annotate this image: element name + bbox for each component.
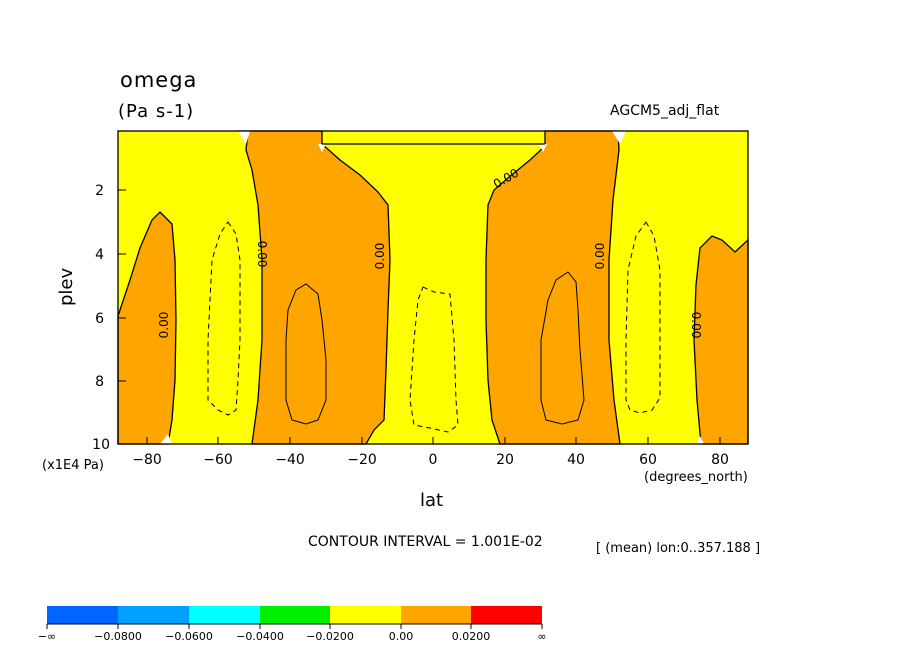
region-positive-southern-mid [238,130,391,445]
colorbar-swatch [471,606,542,624]
colorbar-label: −0.0400 [236,630,284,643]
x-tick-labels: −80 −60 −40 −20 0 20 40 60 80 [132,452,729,468]
chart-units: (Pa s-1) [118,101,195,122]
chart-title: omega [120,68,198,92]
contour-interval-note: CONTOUR INTERVAL = 1.001E-02 [308,534,543,550]
contour-label: 0.00 [255,241,269,268]
gap-bottom-left [160,434,172,444]
y-tick-label: 4 [95,247,104,263]
colorbar-swatch [330,606,401,624]
y-tick-labels: 2 4 6 8 10 [92,183,110,453]
y-axis-unit: (x1E4 Pa) [42,458,104,473]
colorbar: −∞ −0.0800 −0.0600 −0.0400 −0.0200 0.00 … [38,606,547,643]
colorbar-label: −∞ [38,630,56,643]
x-tick-label: −40 [275,452,305,468]
contour-label: 0.00 [373,243,387,270]
contour-dashed-southern [207,221,241,416]
colorbar-label: 0.00 [389,630,414,643]
y-tick-label: 2 [95,183,104,199]
colorbar-swatch [118,606,189,624]
x-tick-label: 20 [496,452,514,468]
colorbar-label: 0.0200 [452,630,491,643]
colorbar-swatch [401,606,471,624]
region-positive-far-south [117,211,177,445]
x-axis-label: lat [420,490,444,511]
x-tick-label: 0 [429,452,438,468]
colorbar-swatch [189,606,260,624]
y-tick-label: 8 [95,374,104,390]
model-name: AGCM5_adj_flat [610,103,720,119]
colorbar-label: −0.0800 [94,630,142,643]
colorbar-label: ∞ [537,630,546,643]
region-positive-far-north [693,235,749,445]
contour-solid-northern [540,271,585,425]
x-tick-label: −80 [132,452,162,468]
y-tick-label: 10 [92,437,110,453]
colorbar-swatch [47,606,118,624]
contour-label: 0.00 [689,312,703,339]
colorbar-swatch [260,606,330,624]
x-tick-label: −60 [203,452,233,468]
x-axis-unit: (degrees_north) [644,470,748,485]
region-negative-background [118,131,748,444]
x-tick-label: −20 [347,452,377,468]
notch-top-band-right [539,144,547,152]
x-tick-label: 40 [567,452,585,468]
notch-upper-right [612,131,626,144]
contour-solid-southern [285,283,327,425]
contour-dashed-equator [409,286,459,433]
x-tick-label: 80 [711,452,729,468]
contour-label: 0.00 [593,243,607,270]
mean-longitude-note: [ (mean) lon:0..357.188 ] [596,541,761,556]
colorbar-label: −0.0600 [165,630,213,643]
colorbar-label: −0.0200 [306,630,354,643]
x-tick-label: 60 [639,452,657,468]
y-axis-label: plev [56,267,77,306]
gap-bottom-right [696,436,704,444]
contour-label: 0.00 [157,312,171,339]
y-tick-label: 6 [95,311,104,327]
x-axis-ticks [146,437,721,444]
notch-upper-left [238,131,250,144]
y-axis-ticks [118,189,126,445]
notch-top-band-left [318,144,326,152]
